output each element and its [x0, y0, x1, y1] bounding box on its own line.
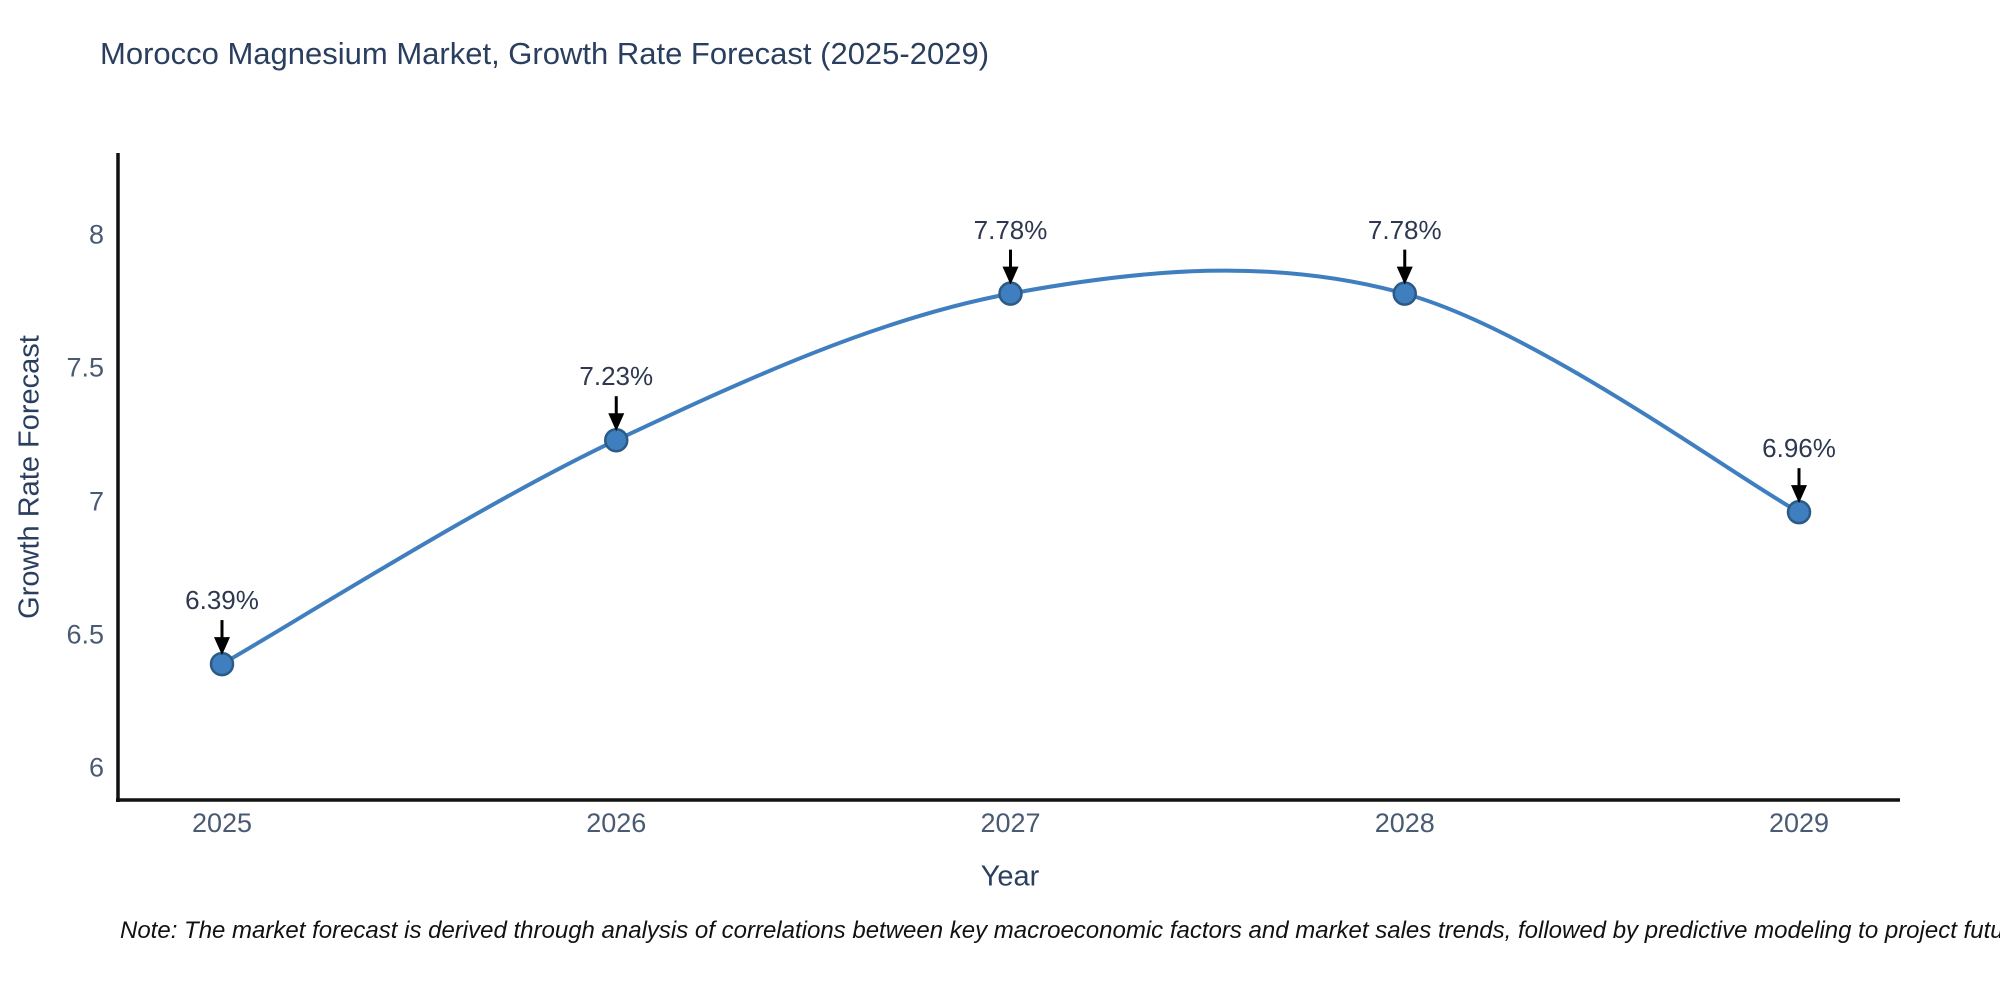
y-tick-label: 7	[88, 486, 104, 516]
point-value-label: 6.39%	[185, 585, 259, 616]
x-axis-title: Year	[980, 860, 1040, 893]
data-point-marker[interactable]	[998, 281, 1023, 306]
annotation-arrowhead	[1396, 266, 1413, 285]
data-point-marker[interactable]	[1786, 499, 1812, 525]
point-value-label: 6.96%	[1762, 433, 1836, 464]
annotation-arrowhead	[1791, 485, 1807, 504]
chart-title: Morocco Magnesium Market, Growth Rate Fo…	[100, 36, 990, 71]
y-tick-label: 8	[88, 219, 104, 250]
annotation-arrowhead	[608, 413, 625, 432]
annotation-arrowhead	[1002, 266, 1019, 285]
trend-line	[221, 268, 1800, 666]
y-tick-label: 6	[88, 752, 104, 783]
x-tick-label: 2026	[586, 808, 647, 838]
data-point-marker[interactable]	[209, 651, 235, 677]
x-tick-label: 2029	[1768, 808, 1830, 838]
y-tick-label: 7.5	[66, 352, 104, 383]
point-value-label: 7.78%	[1367, 214, 1442, 245]
x-tick-label: 2025	[191, 808, 253, 838]
y-tick-label: 6.5	[66, 619, 104, 650]
y-axis-title: Growth Rate Forecast	[13, 335, 46, 619]
x-tick-label: 2028	[1374, 808, 1435, 838]
data-point-marker[interactable]	[1392, 281, 1417, 306]
annotation-arrowhead	[214, 637, 230, 656]
point-value-label: 7.78%	[973, 214, 1048, 245]
point-value-label: 7.23%	[579, 361, 654, 392]
data-point-marker[interactable]	[604, 427, 629, 453]
footnote: Note: The market forecast is derived thr…	[120, 917, 2000, 944]
x-tick-label: 2027	[980, 808, 1041, 838]
